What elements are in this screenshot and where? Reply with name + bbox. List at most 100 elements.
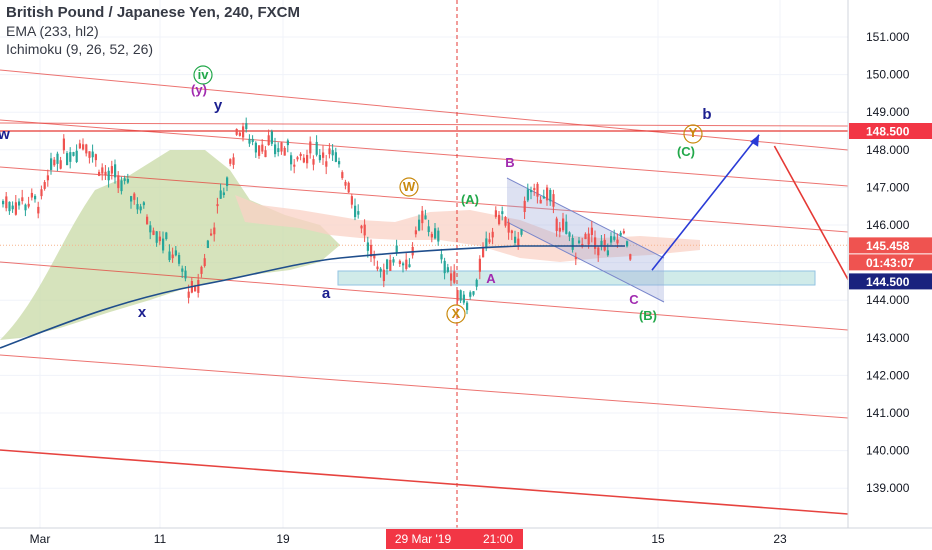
- candle-body: [610, 236, 613, 243]
- countdown-tag[interactable]: 01:43:07: [849, 254, 932, 271]
- candle-body: [606, 250, 609, 256]
- label-A-paren[interactable]: (A): [461, 192, 479, 207]
- candle-body: [267, 135, 270, 146]
- ema-indicator-label[interactable]: EMA (233, hl2): [6, 23, 99, 39]
- label-B[interactable]: B: [505, 155, 514, 170]
- candle-body: [162, 238, 165, 251]
- label-B-paren[interactable]: (B): [639, 308, 657, 323]
- label-A[interactable]: A: [486, 271, 496, 286]
- symbol-title[interactable]: British Pound / Japanese Yen, 240, FXCM: [6, 4, 300, 21]
- candle-body: [341, 172, 344, 179]
- candle-body: [309, 141, 312, 154]
- label-y-paren[interactable]: (y): [191, 82, 207, 97]
- candle-body: [248, 138, 251, 144]
- candle-body: [130, 196, 133, 202]
- last-price-tag[interactable]: 145.458: [849, 237, 932, 254]
- candle-body: [616, 239, 619, 244]
- candle-body: [91, 151, 94, 158]
- candle-body: [251, 138, 254, 143]
- channel-line: [0, 166, 848, 233]
- candle-body: [507, 222, 510, 233]
- candle-body: [475, 279, 478, 287]
- candle-body: [2, 201, 5, 205]
- candle-body: [114, 164, 117, 178]
- candle-body: [357, 211, 360, 215]
- candle-body: [136, 204, 139, 210]
- candle-body: [501, 211, 504, 215]
- price-tick-label: 141.000: [866, 406, 910, 420]
- price-tick-label: 142.000: [866, 368, 910, 382]
- candle-body: [552, 194, 555, 207]
- candle-body: [229, 159, 232, 164]
- candle-body: [235, 128, 238, 135]
- candle-body: [526, 189, 529, 201]
- candle-body: [155, 231, 158, 243]
- candle-body: [366, 242, 369, 251]
- time-tick-label: 19: [276, 532, 290, 546]
- candle-body: [302, 157, 305, 163]
- level-low-tag[interactable]: 144.500: [849, 273, 932, 290]
- label-X[interactable]: X: [452, 306, 461, 321]
- candle-body: [325, 161, 328, 167]
- candle-body: [37, 206, 40, 214]
- candle-body: [264, 150, 267, 158]
- price-tick-label: 151.000: [866, 30, 910, 44]
- candle-body: [542, 196, 545, 199]
- ichimoku-indicator-label[interactable]: Ichimoku (9, 26, 52, 26): [6, 41, 154, 57]
- label-W[interactable]: W: [403, 179, 416, 194]
- time-tick-label: 15: [651, 532, 665, 546]
- time-tick-label: Mar: [30, 532, 51, 546]
- candle-body: [18, 201, 21, 206]
- candle-body: [158, 236, 161, 242]
- candle-body: [69, 152, 72, 162]
- candle-body: [590, 227, 593, 236]
- ema-line[interactable]: [0, 245, 625, 349]
- candle-body: [27, 203, 30, 207]
- projection-up-arrowhead: [750, 134, 760, 147]
- candle-body: [283, 147, 286, 156]
- time-marker-tag[interactable]: 29 Mar '19 21:00: [386, 529, 523, 549]
- candle-body: [517, 238, 520, 246]
- candle-body: [274, 144, 277, 155]
- candle-body: [146, 216, 149, 225]
- label-C-paren[interactable]: (C): [677, 144, 695, 159]
- candle-body: [504, 216, 507, 226]
- candle-body: [194, 286, 197, 292]
- price-tick-label: 139.000: [866, 481, 910, 495]
- candle-body: [82, 144, 85, 150]
- label-C[interactable]: C: [629, 292, 639, 307]
- support-zone[interactable]: [337, 270, 816, 286]
- plot-area[interactable]: w iv(y) y x a W X (A) B A C(B) bY (C): [0, 0, 897, 528]
- candle-body: [245, 123, 248, 130]
- time-marker-date: 29 Mar '19: [395, 532, 452, 546]
- label-iv[interactable]: iv: [198, 67, 210, 82]
- label-Y[interactable]: Y: [689, 125, 698, 140]
- candle-body: [232, 157, 235, 165]
- candle-body: [546, 187, 549, 201]
- falling-channel[interactable]: [507, 178, 664, 302]
- candle-body: [376, 266, 379, 270]
- candle-body: [152, 230, 155, 235]
- label-b[interactable]: b: [702, 106, 711, 123]
- candle-body: [168, 251, 171, 261]
- projection-down-line[interactable]: [773, 145, 896, 368]
- candle-body: [216, 204, 219, 207]
- candle-body: [8, 201, 11, 212]
- candle-body: [88, 151, 91, 158]
- candle-body: [530, 190, 533, 193]
- channel-line: [0, 261, 848, 331]
- projection-up-arrow[interactable]: [651, 134, 760, 271]
- candle-body: [200, 266, 203, 274]
- level-high-tag[interactable]: 148.500: [849, 123, 932, 139]
- candle-body: [242, 126, 245, 138]
- candle-body: [491, 231, 494, 238]
- candle-body: [203, 258, 206, 266]
- candle-body: [571, 237, 574, 250]
- label-y[interactable]: y: [214, 97, 223, 114]
- candle-body: [536, 183, 539, 197]
- label-a[interactable]: a: [322, 285, 331, 302]
- label-w[interactable]: w: [0, 126, 10, 143]
- label-x[interactable]: x: [138, 304, 147, 321]
